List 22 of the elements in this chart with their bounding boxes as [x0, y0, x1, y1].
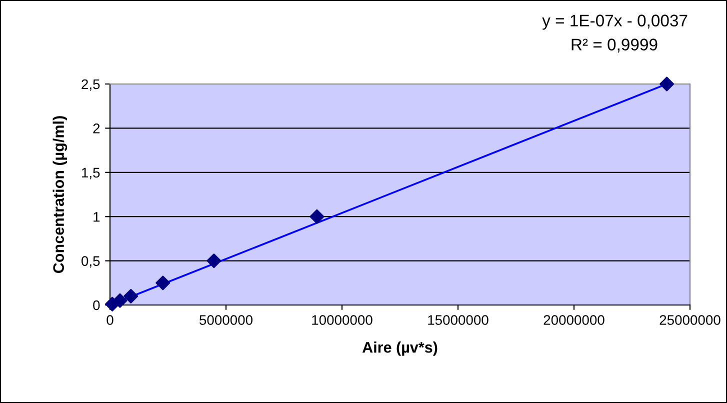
x-tick-label: 20000000	[544, 315, 604, 325]
text: R² = 0,9999	[572, 38, 658, 52]
y-axis-title: Concentration (µg/ml)	[52, 116, 68, 273]
x-tick-label: 5000000	[200, 315, 252, 325]
point	[660, 76, 674, 92]
x-tick-label: 15000000	[428, 315, 488, 325]
point	[124, 288, 138, 304]
text: y = 1E-07x - 0,0037	[542, 14, 688, 30]
x-tick-label: 0	[106, 315, 114, 325]
y-tick-label: 0,5	[82, 256, 100, 268]
y-tick-label: 2	[93, 124, 100, 134]
point	[206, 254, 222, 268]
x-tick-label: 10000000	[312, 315, 372, 325]
x-axis-title: Aire (µv*s)	[362, 342, 438, 356]
y-tick-label: 1,5	[82, 168, 100, 180]
point	[112, 293, 128, 308]
y-tick-label: 0	[93, 300, 100, 310]
x-tick-label: 25000000	[660, 315, 720, 325]
point	[310, 209, 324, 224]
y-tick-label: 2,5	[82, 79, 100, 91]
y-tick-label: 1	[94, 212, 100, 222]
point	[156, 276, 170, 290]
